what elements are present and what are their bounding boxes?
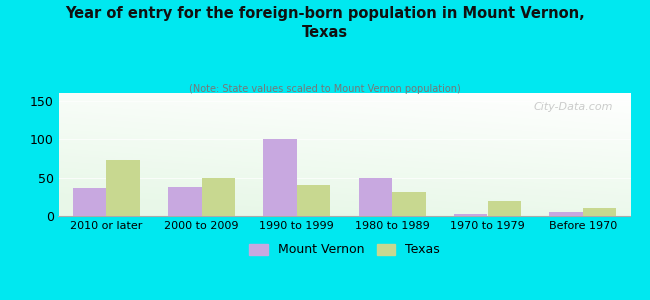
Bar <box>454 214 488 216</box>
Bar <box>297 185 330 216</box>
Bar <box>488 201 521 216</box>
Text: (Note: State values scaled to Mount Vernon population): (Note: State values scaled to Mount Vern… <box>189 84 461 94</box>
Bar <box>359 178 392 216</box>
Bar <box>73 188 106 216</box>
Bar <box>392 192 426 216</box>
Bar <box>549 212 583 216</box>
Text: City-Data.com: City-Data.com <box>534 102 614 112</box>
Bar <box>263 139 297 216</box>
Bar <box>168 187 202 216</box>
Text: Year of entry for the foreign-born population in Mount Vernon,
Texas: Year of entry for the foreign-born popul… <box>65 6 585 40</box>
Bar <box>202 178 235 216</box>
Bar <box>583 208 616 216</box>
Bar <box>106 160 140 216</box>
Legend: Mount Vernon, Texas: Mount Vernon, Texas <box>244 238 445 261</box>
